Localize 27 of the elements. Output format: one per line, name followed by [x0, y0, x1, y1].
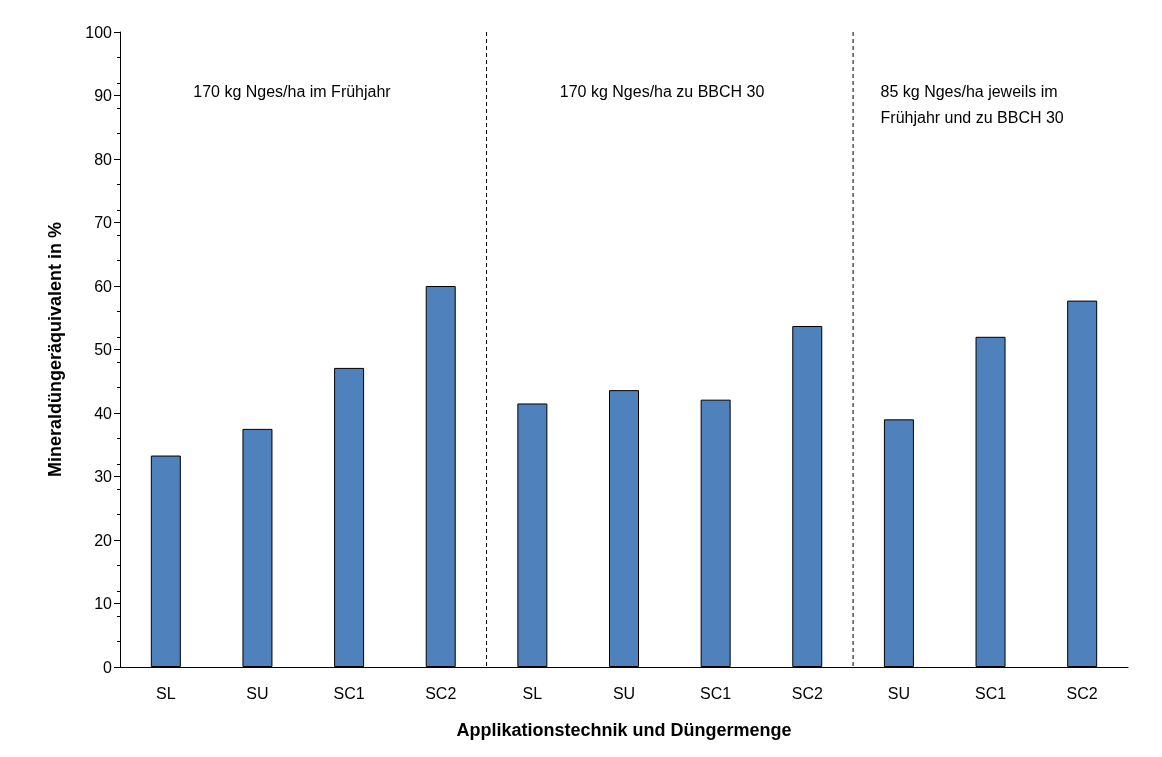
- x-tick-label: SU: [246, 684, 269, 702]
- y-axis-title: Mineraldüngeräquivalent in %: [45, 221, 65, 478]
- y-tick-label: 100: [85, 23, 113, 41]
- x-tick-label: SU: [887, 684, 911, 702]
- annotation: 170 kg Nges/ha im Frühjahr: [193, 82, 392, 100]
- y-tick-label: 10: [94, 595, 113, 612]
- x-tick-label: SL: [156, 684, 176, 702]
- annotation: 85 kg Nges/ha jeweils im Frühjahr und zu BBCH 30: [880, 82, 1064, 126]
- x-tick-label: SC1: [974, 684, 1007, 702]
- y-tick-label: 30: [94, 468, 113, 485]
- y-tick-label: 50: [94, 341, 113, 358]
- x-tick-label: SL: [522, 684, 543, 702]
- x-tick-label: SC1: [700, 684, 732, 702]
- y-tick-label: 60: [94, 277, 113, 295]
- x-tick-label: SC1: [333, 684, 365, 702]
- y-tick-label: 0: [103, 658, 113, 676]
- y-tick-label: 40: [94, 404, 113, 422]
- y-tick-label: 70: [94, 214, 113, 231]
- y-tick-label: 20: [94, 531, 113, 549]
- y-tick-label: 90: [94, 87, 113, 104]
- x-tick-label: SC2: [791, 684, 823, 702]
- x-tick-label: SC2: [1066, 684, 1098, 702]
- x-tick-label: SC2: [425, 684, 457, 702]
- y-tick-label: 80: [94, 150, 113, 168]
- annotation: 170 kg Nges/ha zu BBCH 30: [559, 82, 765, 100]
- x-tick-label: SU: [612, 684, 636, 702]
- x-axis-title: Applikationstechnik und Düngermenge: [456, 720, 792, 740]
